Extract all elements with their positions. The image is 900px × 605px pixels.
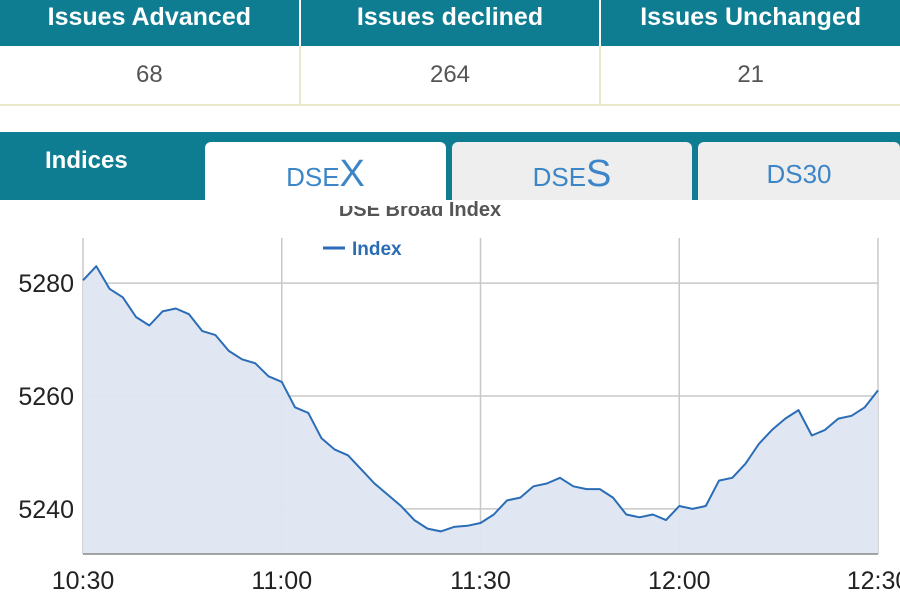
- x-tick-label: 10:30: [52, 567, 115, 595]
- x-tick-label: 12:30: [847, 567, 900, 595]
- summary-header-row: Issues Advanced Issues declined Issues U…: [0, 0, 900, 46]
- indices-label: Indices: [45, 147, 128, 174]
- header-issues-declined: Issues declined: [301, 0, 602, 46]
- tab-dses-suffix: S: [586, 153, 612, 195]
- chart-legend[interactable]: Index: [323, 239, 402, 260]
- y-tick-label: 5240: [18, 496, 74, 524]
- x-tick-label: 11:00: [251, 567, 312, 595]
- tab-dsex[interactable]: DSEX: [205, 142, 446, 206]
- value-issues-declined: 264: [301, 46, 602, 104]
- tab-dses[interactable]: DSES: [452, 142, 692, 206]
- x-tick-label: 12:00: [648, 567, 711, 595]
- tab-dses-prefix: DSE: [532, 162, 587, 192]
- chart-axes: 5240 5260 5280 10:30 11:00 11:30 12:00 12:30: [18, 270, 900, 595]
- y-tick-label: 5260: [18, 383, 74, 411]
- index-series-line: [82, 265, 879, 533]
- indices-tab-strip: Indices DSEX DSES DS30: [0, 132, 900, 206]
- legend-label-index: Index: [352, 239, 402, 260]
- value-issues-advanced: 68: [0, 46, 301, 104]
- x-tick-label: 11:30: [450, 567, 511, 595]
- tab-ds30[interactable]: DS30: [698, 142, 900, 206]
- tab-dsex-suffix: X: [339, 153, 365, 195]
- index-area-fill: [83, 266, 878, 554]
- value-issues-unchanged: 21: [737, 61, 765, 88]
- summary-value-row: 68 264 21: [0, 46, 900, 106]
- header-issues-advanced: Issues Advanced: [0, 0, 301, 46]
- y-tick-label: 5280: [18, 270, 74, 298]
- tab-dsex-prefix: DSE: [286, 162, 340, 192]
- issues-summary-table: Issues Advanced Issues declined Issues U…: [0, 0, 900, 106]
- header-issues-unchanged: Issues Unchanged: [640, 3, 862, 31]
